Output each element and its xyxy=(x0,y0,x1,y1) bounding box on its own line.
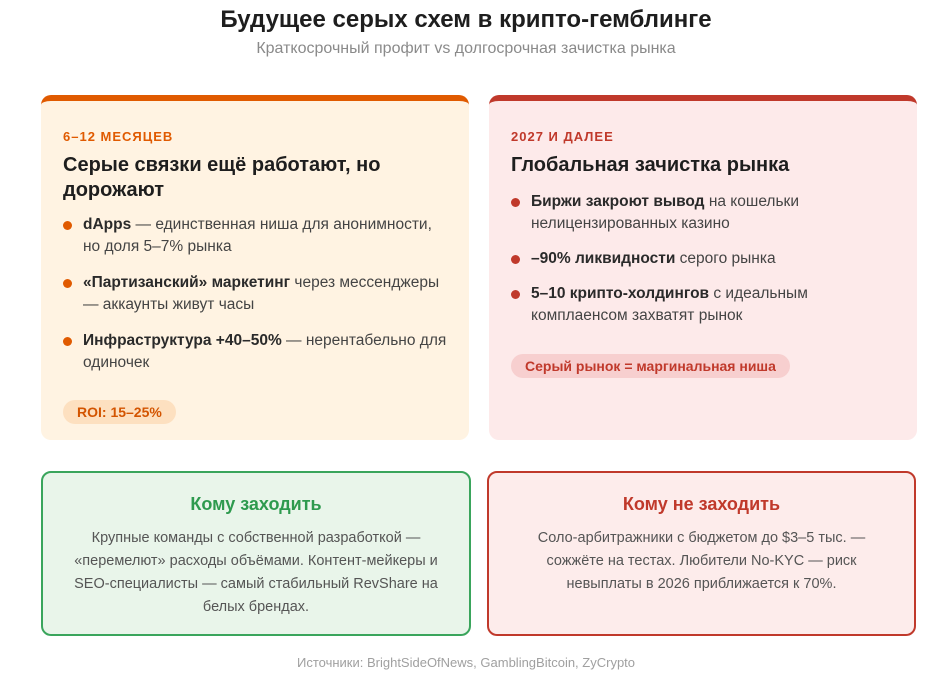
point-text: серого рынка xyxy=(675,250,776,267)
long-term-card: 2027 И ДАЛЕЕ Глобальная зачистка рынка Б… xyxy=(489,95,917,440)
point-text: через мессенджеры — аккаунты живут часы xyxy=(83,274,440,313)
bullet-dot-icon xyxy=(63,279,72,288)
bullet-dot-icon xyxy=(63,337,72,346)
page-title: Будущее серых схем в крипто-гемблинге xyxy=(220,6,712,33)
point-highlight: «Партизанский» маркетинг xyxy=(83,274,291,291)
list-item: Инфраструктура +40–50% — нерентабельно д… xyxy=(63,330,448,374)
who-should-enter-title: Кому заходить xyxy=(190,494,322,514)
list-item: Биржи закроют вывод на кошельки нелиценз… xyxy=(511,191,896,235)
who-should-enter-text: Крупные команды с собственной разработко… xyxy=(74,530,438,615)
point-text: с идеальным комплаенсом захватят рынок xyxy=(531,285,808,324)
short-term-card: 6–12 МЕСЯЦЕВ Серые связки ещё работают, … xyxy=(41,95,469,440)
long-term-period: 2027 И ДАЛЕЕ xyxy=(511,129,614,144)
long-term-title: Глобальная зачистка рынка xyxy=(511,154,790,176)
list-item: «Партизанский» маркетинг через мессендже… xyxy=(63,272,448,316)
short-term-points: dApps — единственная ниша для анонимност… xyxy=(63,214,448,388)
short-term-title: Серые связки ещё работают, но дорожают xyxy=(63,154,381,201)
who-should-not-enter-text: Соло-арбитражники с бюджетом до $3–5 тыс… xyxy=(537,530,866,592)
point-highlight: Инфраструктура +40–50% xyxy=(83,332,282,349)
market-status-badge: Серый рынок = маргинальная ниша xyxy=(511,354,790,378)
bullet-dot-icon xyxy=(511,255,520,264)
bullet-dot-icon xyxy=(511,198,520,207)
point-highlight: Биржи закроют вывод xyxy=(531,193,705,210)
who-should-enter-card: Кому заходить Крупные команды с собствен… xyxy=(41,471,471,636)
sources-footer: Источники: BrightSideOfNews, GamblingBit… xyxy=(296,655,636,670)
long-term-points: Биржи закроют вывод на кошельки нелиценз… xyxy=(511,191,896,340)
short-term-period: 6–12 МЕСЯЦЕВ xyxy=(63,129,174,144)
list-item: 5–10 крипто-холдингов с идеальным компла… xyxy=(511,283,896,327)
point-highlight: dApps xyxy=(83,216,132,233)
who-should-not-enter-title: Кому не заходить xyxy=(622,494,781,514)
who-should-not-enter-card: Кому не заходить Соло-арбитражники с бюд… xyxy=(487,471,916,636)
list-item: –90% ликвидности серого рынка xyxy=(511,248,896,270)
bullet-dot-icon xyxy=(511,290,520,299)
roi-badge: ROI: 15–25% xyxy=(63,400,176,424)
point-highlight: –90% ликвидности xyxy=(531,250,676,267)
bullet-dot-icon xyxy=(63,221,72,230)
point-text: на кошельки нелицензированных казино xyxy=(531,193,799,232)
page-subtitle: Краткосрочный профит vs долгосрочная зач… xyxy=(256,40,676,57)
point-text: — единственная ниша для анонимности, но … xyxy=(83,216,432,255)
list-item: dApps — единственная ниша для анонимност… xyxy=(63,214,448,258)
point-highlight: 5–10 крипто-холдингов xyxy=(531,285,710,302)
point-text: — нерентабельно для одиночек xyxy=(83,332,447,371)
